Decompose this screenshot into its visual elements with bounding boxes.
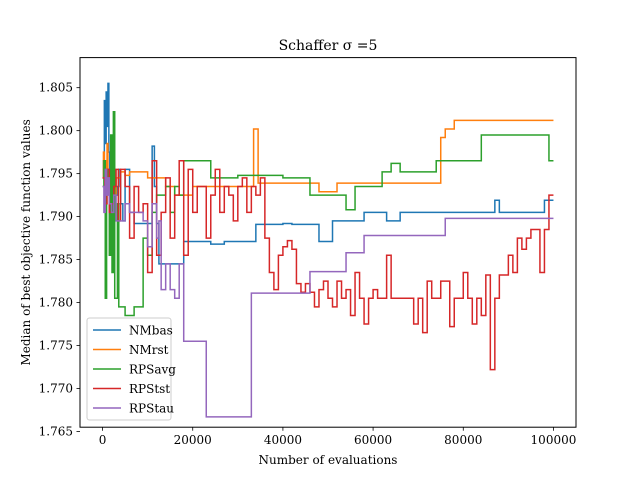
y-axis: 1.765 1.770 1.775 1.780 1.785 1.790 1.795 1.800…	[39, 81, 80, 438]
series-line-rpstau	[102, 168, 554, 418]
legend-label: RPSavg	[129, 363, 176, 377]
x-tick-label: 60000	[354, 433, 392, 447]
series-layer	[102, 82, 554, 418]
y-tick-label: 1.800	[39, 124, 73, 138]
legend-box	[86, 317, 172, 421]
x-tick-label: 40000	[264, 433, 302, 447]
y-tick-label: 1.805	[39, 81, 73, 95]
y-tick-label: 1.795	[39, 167, 73, 181]
x-tick-label: 80000	[444, 433, 482, 447]
x-axis: 0 20000 40000 60000 80000 100000	[99, 427, 577, 447]
x-axis-label: Number of evaluations	[259, 453, 398, 467]
x-tick-label: 100000	[531, 433, 577, 447]
x-tick-label: 0	[99, 433, 107, 447]
y-tick-label: 1.785	[39, 253, 73, 267]
y-tick-label: 1.775	[39, 339, 73, 353]
x-tick-label: 20000	[174, 433, 212, 447]
plot-frame	[79, 57, 577, 428]
y-tick-label: 1.790	[39, 210, 73, 224]
legend: NMbas NMrst RPSavg RPStst RPStau	[86, 317, 176, 421]
chart-title: Schaffer σ =5	[279, 38, 378, 54]
legend-label: NMrst	[129, 343, 169, 357]
legend-label: RPStau	[129, 402, 174, 416]
y-axis-label: Median of best objective function values	[19, 119, 33, 365]
legend-label: NMbas	[129, 324, 173, 338]
y-tick-label: 1.770	[39, 382, 73, 396]
y-tick-label: 1.765	[39, 424, 73, 438]
legend-label: RPStst	[129, 382, 170, 396]
y-tick-label: 1.780	[39, 296, 73, 310]
